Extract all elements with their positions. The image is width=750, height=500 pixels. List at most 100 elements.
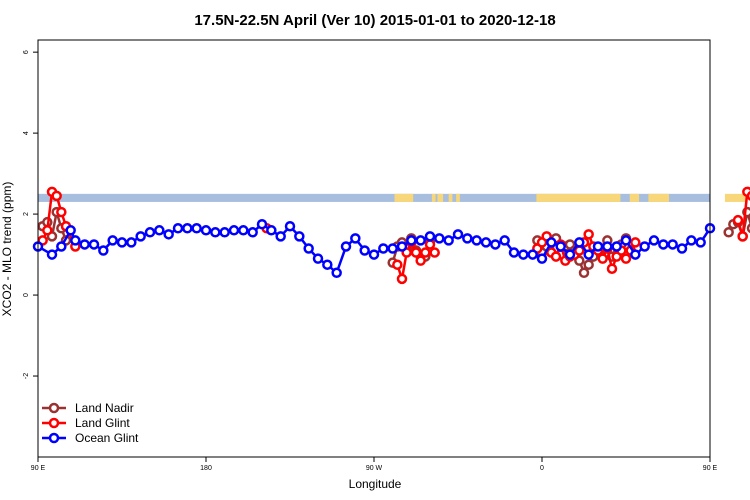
data-point	[434, 233, 445, 244]
data-point	[597, 253, 608, 264]
data-point	[630, 237, 641, 248]
data-point	[499, 235, 510, 246]
data-point	[56, 206, 67, 218]
data-point	[518, 249, 529, 260]
legend-marker	[48, 402, 60, 414]
x-tick-label: 90 E	[31, 465, 46, 472]
data-point	[228, 225, 240, 236]
data-point	[574, 237, 585, 248]
data-point	[536, 253, 548, 264]
land-band-segment	[437, 193, 444, 202]
data-point	[135, 231, 146, 242]
y-axis-title: XCO2 - MLO trend (ppm)	[0, 182, 14, 317]
data-point	[303, 243, 314, 254]
data-point	[340, 241, 352, 252]
y-tick-label: -2	[23, 373, 30, 379]
data-point	[172, 223, 184, 234]
data-point	[256, 218, 268, 230]
data-point	[56, 241, 67, 252]
legend-item: Land Nadir	[42, 401, 134, 415]
land-band-segment	[456, 193, 460, 202]
data-point	[732, 214, 744, 226]
data-point	[219, 227, 230, 238]
legend-marker	[48, 417, 60, 429]
data-point	[396, 273, 408, 285]
land-band-segment	[648, 193, 669, 202]
data-point	[592, 241, 604, 252]
x-axis: 90 E 180 90 W 0 90 E	[31, 457, 718, 472]
data-point	[312, 253, 324, 264]
y-axis: -2 0 2 4 6	[23, 50, 38, 379]
data-point	[424, 231, 436, 242]
data-point	[163, 229, 174, 240]
data-point	[639, 241, 650, 252]
data-point	[546, 237, 557, 248]
data-point	[107, 235, 118, 246]
data-point	[275, 231, 286, 242]
data-point	[238, 225, 249, 236]
data-point	[686, 235, 697, 246]
legend-item: Ocean Glint	[42, 431, 139, 445]
land-band-segment	[629, 193, 640, 202]
data-point	[611, 241, 622, 252]
data-point	[322, 259, 333, 270]
x-axis-title: Longitude	[349, 477, 402, 491]
data-point	[116, 237, 128, 248]
x-tick-label: 0	[540, 465, 544, 472]
data-point	[490, 239, 501, 250]
data-point	[247, 227, 258, 238]
data-point	[65, 225, 76, 236]
data-point	[359, 245, 370, 256]
x-tick-label: 90 E	[703, 465, 718, 472]
data-point	[667, 239, 678, 250]
data-point	[443, 235, 454, 246]
data-point	[368, 249, 380, 260]
legend-marker	[48, 432, 60, 444]
data-point	[46, 249, 58, 260]
legend-item: Land Glint	[42, 416, 130, 430]
data-point	[602, 241, 613, 252]
data-point	[392, 259, 403, 270]
data-point	[88, 239, 100, 250]
data-point	[294, 231, 305, 242]
data-point	[630, 249, 641, 260]
data-point	[420, 247, 431, 258]
data-point	[452, 229, 464, 240]
data-point	[429, 247, 440, 258]
data-point	[606, 263, 618, 274]
data-point	[387, 243, 398, 254]
land-band-segment	[536, 193, 621, 202]
data-point	[527, 249, 538, 260]
data-point	[406, 235, 417, 246]
series-ocean-glint	[32, 218, 716, 279]
land-band-segment	[448, 193, 453, 202]
data-point	[555, 241, 566, 252]
data-point	[564, 249, 576, 260]
data-point	[648, 235, 660, 246]
data-point	[331, 267, 342, 279]
data-point	[480, 237, 492, 248]
data-point	[126, 237, 137, 248]
data-point	[737, 231, 748, 242]
y-tick-label: 4	[23, 131, 30, 135]
data-point	[508, 247, 520, 258]
series-layer	[32, 186, 750, 285]
data-point	[266, 225, 277, 236]
data-point	[620, 235, 632, 246]
land-band-segment	[394, 193, 414, 202]
y-tick-label: 0	[23, 293, 30, 297]
legend-label: Ocean Glint	[75, 431, 139, 445]
data-point	[191, 223, 202, 234]
data-point	[200, 225, 212, 236]
data-point	[578, 267, 590, 279]
data-point	[550, 251, 562, 262]
data-point	[79, 239, 90, 250]
data-point	[583, 249, 594, 260]
land-band-segment	[724, 193, 748, 202]
data-point	[583, 229, 594, 240]
data-point	[471, 235, 482, 246]
data-point	[144, 227, 156, 238]
data-point	[210, 227, 221, 238]
data-point	[723, 227, 734, 238]
